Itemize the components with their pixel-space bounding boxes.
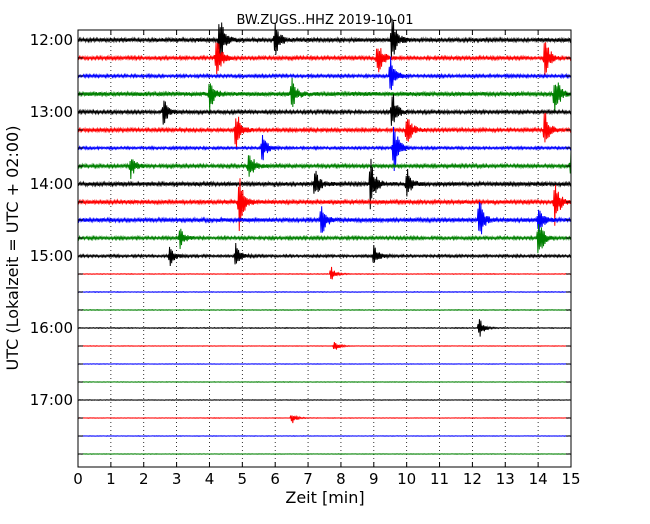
x-tick-label: 13 <box>496 470 515 488</box>
trace-line <box>78 292 571 293</box>
trace-line <box>78 310 571 311</box>
x-axis-label: Zeit [min] <box>285 488 364 507</box>
y-tick-label: 15:00 <box>30 247 73 265</box>
y-tick-label: 14:00 <box>30 175 73 193</box>
x-tick-label: 12 <box>463 470 482 488</box>
x-tick-label: 6 <box>270 470 280 488</box>
x-tick-label: 8 <box>336 470 346 488</box>
trace-line <box>78 400 571 401</box>
y-tick-label: 17:00 <box>30 391 73 409</box>
x-tick-label: 9 <box>369 470 379 488</box>
x-tick-label: 1 <box>106 470 116 488</box>
x-tick-label: 2 <box>139 470 149 488</box>
y-axis-label: UTC (Lokalzeit = UTC + 02:00) <box>3 126 22 371</box>
x-tick-label: 14 <box>529 470 548 488</box>
x-tick-label: 4 <box>205 470 215 488</box>
y-tick-label: 16:00 <box>30 319 73 337</box>
x-tick-label: 15 <box>561 470 580 488</box>
x-tick-label: 11 <box>430 470 449 488</box>
y-tick-label: 12:00 <box>30 31 73 49</box>
chart-title: BW.ZUGS..HHZ 2019-10-01 <box>236 13 413 28</box>
x-tick-label: 5 <box>238 470 248 488</box>
x-tick-label: 7 <box>303 470 313 488</box>
x-tick-label: 3 <box>172 470 182 488</box>
x-tick-label: 10 <box>397 470 416 488</box>
x-tick-label: 0 <box>73 470 83 488</box>
y-tick-label: 13:00 <box>30 103 73 121</box>
